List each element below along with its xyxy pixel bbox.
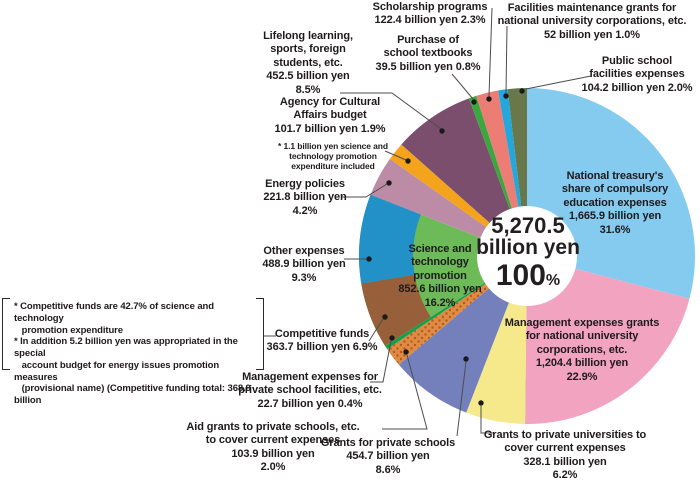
callout-line-energy: [342, 183, 388, 198]
callout-dot-private-schools: [463, 356, 469, 362]
callout-dot-facilities-maintenance: [503, 93, 509, 99]
label-national-treasury: National treasury's share of compulsory …: [561, 170, 669, 236]
footnote-bracket-right: [256, 298, 264, 370]
donut-hole: [477, 206, 577, 306]
label-private-universities: Grants to private universities to cover …: [483, 429, 647, 482]
callout-dot-competitive: [382, 314, 388, 320]
percent-sign: %: [545, 272, 561, 290]
callout-dot-textbooks: [471, 99, 477, 105]
label-aid-grants: Aid grants to private schools, etc. to c…: [186, 421, 360, 474]
callout-dot-lifelong: [439, 128, 445, 134]
callout-line-textbooks: [451, 73, 474, 100]
pie-center-total: 5,270.5 billion yen 100%: [462, 215, 594, 294]
callout-dot-aid-grants: [403, 349, 409, 355]
label-science-tech: Science and technology promotion 852.6 b…: [398, 243, 482, 309]
label-cultural-affairs-note: * 1.1 billion yen science and technology…: [277, 141, 388, 172]
pie-segment-private_schools: [398, 256, 527, 413]
callout-lines: [264, 7, 592, 437]
callout-line-aid-grants: [382, 354, 428, 430]
footnote-competitive-funds: * Competitive funds are 42.7% of science…: [14, 301, 251, 407]
label-cultural-affairs: Agency for Cultural Affairs budget 101.7…: [274, 96, 386, 135]
callout-line-private-universities: [480, 406, 493, 434]
pie-segment-lifelong_learning: [401, 98, 527, 257]
callout-line-lifelong: [340, 92, 442, 130]
label-management-grants: Management expenses grants for national …: [504, 317, 660, 383]
callout-line-competitive: [368, 318, 384, 342]
callout-line-scholarship: [488, 7, 493, 97]
callout-dots: [366, 88, 525, 406]
callout-dot-mgmt-facilities: [389, 335, 395, 341]
callout-line-cultural: [384, 150, 407, 161]
callout-dot-other: [366, 256, 372, 262]
pie-overlay-rings: [359, 194, 431, 346]
label-competitive-funds: Competitive funds 363.7 billion yen 6.9%: [266, 328, 378, 354]
callout-dot-cultural: [405, 158, 411, 164]
callout-dot-private-universities: [478, 400, 484, 406]
callout-line-private-schools: [456, 361, 467, 437]
label-other-expenses: Other expenses 488.9 billion yen 9.3%: [262, 245, 346, 284]
callout-line-public-school: [525, 75, 592, 90]
callout-dot-energy: [386, 180, 392, 186]
label-lifelong: Lifelong learning, sports, foreign stude…: [263, 30, 353, 96]
total-value: 5,270.5: [491, 213, 565, 238]
label-scholarship: Scholarship programs 122.4 billion yen 2…: [372, 1, 488, 27]
label-energy: Energy policies 221.8 billion yen 4.2%: [263, 178, 347, 217]
callout-line-facilities-maintenance: [505, 25, 508, 94]
total-unit: billion yen: [476, 236, 580, 259]
label-public-school: Public school facilities expenses 104.2 …: [581, 55, 693, 94]
callout-dot-scholarship: [486, 96, 492, 102]
label-facilities-maintenance: Facilities maintenance grants for nation…: [497, 2, 687, 41]
callout-dot-public-school: [519, 88, 525, 94]
pie-ring-segment-other_expenses: [359, 194, 421, 284]
pie-ring-segment-competitive_funds: [361, 274, 431, 346]
label-textbooks: Purchase of school textbooks 39.5 billio…: [375, 34, 481, 73]
footnote-bracket-left: [2, 298, 10, 370]
total-percent: 100%: [495, 259, 561, 293]
callout-line-mgmt-facilities: [370, 340, 392, 383]
pie-segment-management_grants: [525, 256, 690, 424]
label-mgmt-private-facilities: Management expenses for private school f…: [238, 371, 382, 410]
label-private-schools: Grants for private schools 454.7 billion…: [320, 437, 456, 476]
